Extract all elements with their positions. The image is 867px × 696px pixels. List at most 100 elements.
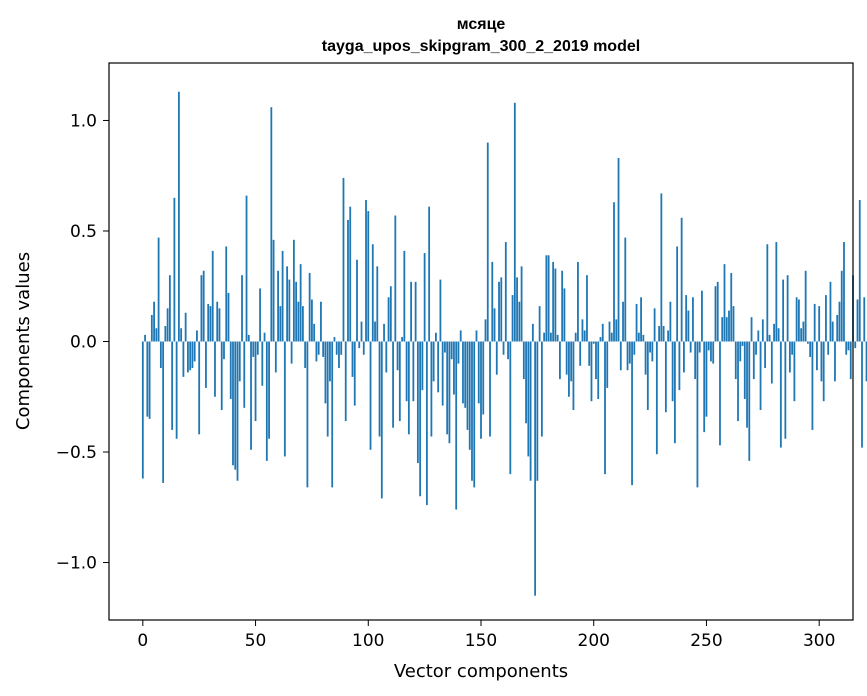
bar-301 [820,341,823,382]
bar-162 [507,341,509,360]
bar-188 [565,341,568,375]
bar-82 [326,341,329,437]
bar-105 [378,341,381,437]
bar-46 [245,195,248,342]
bar-94 [353,341,356,406]
bar-202 [597,341,600,399]
bar-159 [500,277,503,342]
bar-118 [407,341,410,435]
bar-165 [513,102,516,342]
bar-302 [822,341,825,402]
bar-71 [301,306,304,342]
chart-subtitle: tayga_upos_skipgram_300_2_2019 model [322,38,640,55]
bar-128 [430,341,433,437]
bar-217 [631,341,633,486]
bar-23 [193,341,196,362]
bar-134 [444,341,446,353]
bar-272 [755,341,757,355]
bar-155 [491,261,494,342]
y-axis-ticks: −1.0 −0.5 0.0 0.5 1.0 [56,111,109,574]
bar-183 [554,268,557,342]
bar-284 [782,279,785,342]
bar-139 [455,341,458,510]
bar-61 [279,306,282,342]
bar-283 [779,341,782,448]
bar-290 [795,297,798,342]
bar-114 [398,341,401,422]
bar-65 [288,279,291,342]
bar-52 [259,288,261,342]
y-tick-label: 0.0 [70,333,97,353]
bar-220 [637,332,640,342]
bar-107 [383,323,385,342]
bar-193 [577,261,579,342]
bar-3 [148,341,151,419]
bar-310 [840,270,843,342]
bar-274 [759,341,762,411]
bar-89 [342,177,345,342]
bar-87 [338,341,340,369]
bar-218 [633,341,636,355]
bar-192 [574,332,577,342]
bar-169 [522,341,525,380]
bar-12 [168,275,171,342]
bar-116 [403,250,406,342]
bar-253 [712,341,715,364]
bar-262 [732,306,735,342]
bar-39 [229,341,232,399]
bar-231 [662,326,665,342]
bar-206 [606,341,609,388]
bar-279 [770,341,773,384]
bar-277 [766,244,769,342]
bar-137 [450,341,453,360]
bar-276 [764,341,766,369]
bar-77 [315,341,318,362]
bar-50 [254,341,257,422]
bar-43 [238,341,241,382]
y-tick-label: 0.5 [70,222,97,242]
bar-263 [734,341,737,380]
bar-111 [392,341,394,428]
bar-124 [421,341,424,391]
bar-57 [270,107,273,342]
bar-44 [241,275,243,342]
bar-267 [743,341,746,399]
bar-47 [247,334,250,342]
bar-161 [504,242,507,342]
x-axis-ticks: 0 50 100 150 200 250 300 [137,620,835,651]
bar-21 [189,341,192,371]
bar-101 [369,341,372,450]
bar-109 [387,297,390,342]
bar-312 [845,341,848,355]
bar-20 [187,341,189,373]
bar-26 [200,275,203,342]
bar-15 [175,341,178,439]
bar-307 [834,341,836,382]
bar-78 [317,341,320,355]
bar-241 [685,295,688,342]
bar-104 [376,266,379,342]
bar-133 [441,341,444,406]
bar-156 [493,308,496,342]
bar-182 [552,261,555,342]
bar-292 [800,328,803,342]
bar-286 [786,275,789,342]
bar-106 [380,341,383,499]
bar-126 [425,341,428,506]
bar-242 [687,310,690,342]
bar-204 [601,323,604,342]
bar-29 [207,303,210,342]
bar-197 [586,275,588,342]
bar-22 [191,341,194,369]
bar-243 [689,341,692,353]
bar-280 [773,323,775,342]
bar-103 [374,321,376,342]
bar-13 [171,341,174,430]
bar-38 [227,292,230,342]
bar-199 [590,341,593,402]
bar-164 [511,295,514,342]
bar-296 [809,341,812,357]
bar-31 [211,250,214,342]
bar-316 [854,341,857,349]
bar-288 [791,341,794,355]
